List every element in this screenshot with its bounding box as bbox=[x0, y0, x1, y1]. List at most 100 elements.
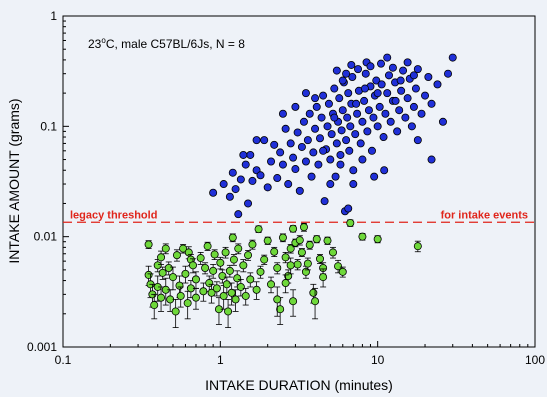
data-point bbox=[332, 66, 341, 75]
data-point bbox=[314, 160, 323, 169]
data-point bbox=[358, 117, 367, 126]
data-point bbox=[231, 185, 240, 194]
data-point bbox=[358, 232, 367, 241]
data-point bbox=[224, 307, 233, 316]
data-point bbox=[375, 102, 384, 111]
data-point bbox=[315, 134, 324, 143]
axis-ticks: 0.1 1 10 100 0.001 0.01 0.1 1 bbox=[27, 9, 545, 367]
data-point bbox=[311, 297, 320, 306]
data-point bbox=[372, 76, 381, 85]
data-point bbox=[254, 225, 263, 234]
threshold-label-left: legacy threshold bbox=[70, 209, 157, 221]
data-point bbox=[338, 76, 347, 85]
data-point bbox=[199, 287, 208, 296]
data-point bbox=[248, 240, 257, 249]
data-point bbox=[377, 80, 386, 89]
data-point bbox=[344, 89, 353, 98]
data-point bbox=[168, 273, 177, 282]
data-point bbox=[335, 94, 344, 103]
data-point bbox=[383, 89, 392, 98]
data-point bbox=[413, 136, 422, 145]
data-point bbox=[144, 270, 153, 279]
data-point bbox=[344, 204, 353, 213]
data-point bbox=[330, 113, 339, 122]
data-point bbox=[427, 99, 436, 108]
data-point bbox=[380, 166, 389, 175]
data-point bbox=[301, 267, 310, 276]
data-point bbox=[278, 233, 287, 242]
data-point bbox=[157, 293, 166, 302]
data-point bbox=[417, 109, 426, 118]
x-tick-label: 100 bbox=[525, 353, 545, 367]
data-point bbox=[305, 241, 314, 250]
y-tick-label: 0.001 bbox=[27, 340, 57, 354]
data-point bbox=[342, 136, 351, 145]
data-point bbox=[210, 250, 219, 259]
data-point bbox=[328, 248, 337, 257]
data-point bbox=[334, 262, 343, 271]
data-point bbox=[444, 69, 453, 78]
data-point bbox=[256, 267, 265, 276]
data-point bbox=[157, 253, 166, 262]
data-point bbox=[349, 166, 358, 175]
data-point bbox=[144, 240, 153, 249]
data-point bbox=[205, 279, 214, 288]
data-point bbox=[383, 53, 392, 62]
data-point bbox=[352, 99, 361, 108]
data-point bbox=[246, 275, 255, 284]
data-point bbox=[295, 236, 304, 245]
data-point bbox=[234, 210, 243, 219]
data-point bbox=[229, 255, 238, 264]
data-point bbox=[276, 305, 285, 314]
data-point bbox=[309, 288, 318, 297]
data-point bbox=[349, 180, 358, 189]
data-point bbox=[317, 113, 326, 122]
data-point bbox=[273, 295, 282, 304]
data-point bbox=[222, 280, 231, 289]
data-point bbox=[370, 172, 379, 181]
data-point bbox=[353, 109, 362, 118]
data-point bbox=[278, 109, 287, 118]
data-point bbox=[289, 153, 298, 162]
data-point bbox=[324, 99, 333, 108]
data-point bbox=[267, 280, 276, 289]
data-point bbox=[323, 236, 332, 245]
data-point bbox=[403, 94, 412, 103]
data-point bbox=[273, 264, 282, 273]
data-point bbox=[241, 160, 250, 169]
data-point bbox=[244, 199, 253, 208]
data-point bbox=[393, 127, 402, 136]
data-point bbox=[234, 244, 243, 253]
data-point bbox=[284, 180, 293, 189]
data-point bbox=[256, 171, 265, 180]
data-point bbox=[361, 69, 370, 78]
data-point bbox=[343, 113, 352, 122]
data-point bbox=[395, 106, 404, 115]
data-point bbox=[433, 80, 442, 89]
data-point bbox=[281, 124, 290, 133]
data-point bbox=[244, 251, 253, 260]
y-tick-label: 1 bbox=[50, 9, 57, 23]
data-point bbox=[260, 136, 269, 145]
data-point bbox=[203, 242, 212, 251]
data-point bbox=[191, 275, 200, 284]
data-point bbox=[172, 251, 181, 260]
data-point bbox=[278, 160, 287, 169]
data-point bbox=[397, 86, 406, 95]
data-point bbox=[312, 235, 321, 244]
x-tick-label: 0.1 bbox=[55, 353, 72, 367]
data-point bbox=[386, 117, 395, 126]
data-point bbox=[424, 72, 433, 81]
data-point bbox=[270, 140, 279, 149]
data-point bbox=[331, 172, 340, 181]
data-point bbox=[346, 122, 355, 131]
data-point bbox=[183, 299, 192, 308]
data-points bbox=[144, 53, 457, 328]
data-point bbox=[399, 66, 408, 75]
x-tick-label: 10 bbox=[371, 353, 385, 367]
data-point bbox=[227, 288, 236, 297]
data-point bbox=[293, 128, 302, 137]
data-point bbox=[403, 58, 412, 67]
data-point bbox=[336, 160, 345, 169]
data-point bbox=[289, 224, 298, 233]
